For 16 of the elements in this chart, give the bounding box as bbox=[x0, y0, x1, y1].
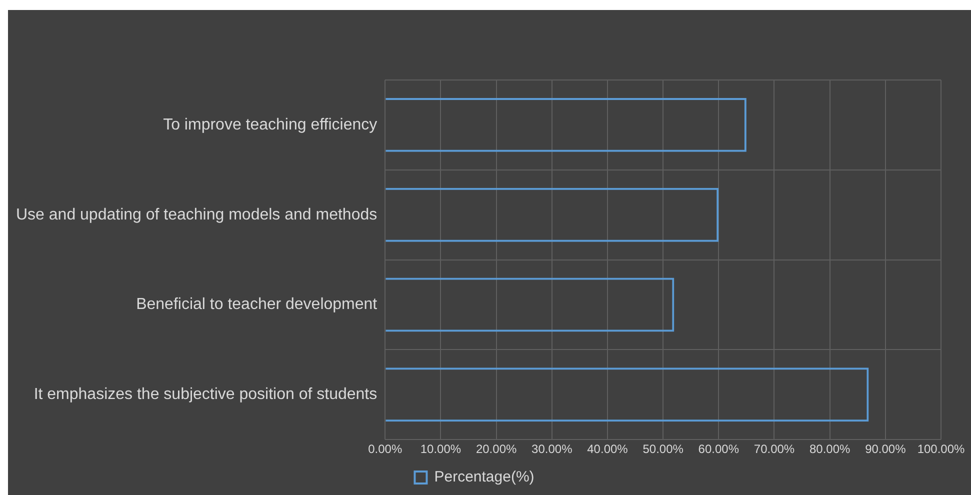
x-tick-label: 40.00% bbox=[587, 442, 628, 456]
x-tick-label: 60.00% bbox=[698, 442, 740, 456]
x-tick-label: 70.00% bbox=[754, 442, 795, 456]
x-tick-label: 10.00% bbox=[420, 442, 462, 456]
x-tick-label: 100.00% bbox=[917, 442, 966, 456]
x-tick-label: 20.00% bbox=[476, 442, 517, 456]
x-tick-label: 90.00% bbox=[865, 442, 906, 456]
y-tick-label: Use and updating of teaching models and methods bbox=[16, 206, 378, 224]
y-tick-label: To improve teaching efficiency bbox=[163, 116, 378, 134]
y-tick-label: It emphasizes the subjective position of students bbox=[34, 386, 378, 404]
x-tick-label: 30.00% bbox=[532, 442, 573, 456]
x-tick-label: 80.00% bbox=[809, 442, 851, 456]
x-tick-label: 50.00% bbox=[642, 442, 684, 456]
x-tick-label: 0.00% bbox=[368, 442, 402, 456]
legend-label: Percentage(%) bbox=[434, 468, 534, 486]
y-tick-label: Beneficial to teacher development bbox=[136, 296, 378, 314]
